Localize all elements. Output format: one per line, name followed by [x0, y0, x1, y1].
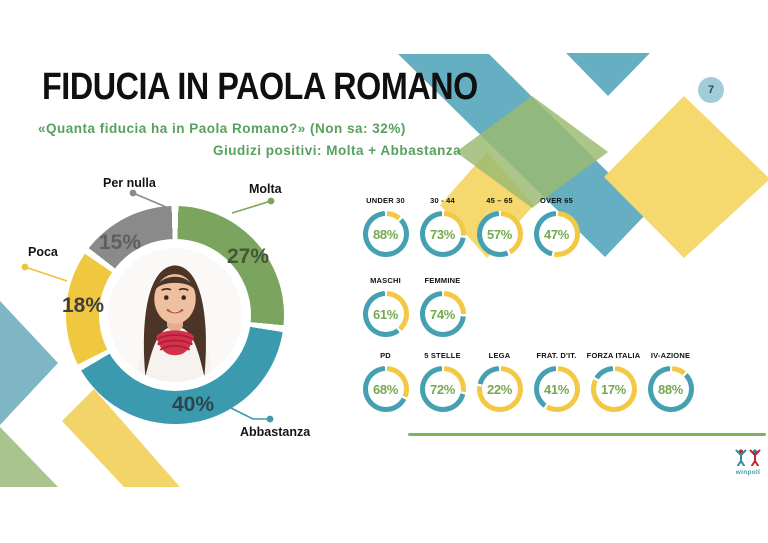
gauge-label: 30 - 44: [430, 196, 455, 205]
gauge-value: 88%: [657, 381, 684, 397]
gauge-5-stelle: 5 STELLE 72%: [414, 351, 471, 412]
gauge-over-65: OVER 65 47%: [528, 196, 585, 257]
donut-value-molta: 27%: [226, 245, 270, 268]
gauge-ring: 88%: [647, 366, 694, 412]
gauge-inner: [367, 371, 404, 407]
gauge-value: 74%: [429, 306, 456, 322]
gauge-label: FEMMINE: [424, 276, 461, 285]
decor-lightblue-chevron: [0, 301, 58, 425]
gauge-value: 22%: [486, 381, 513, 397]
gauge-label: 5 STELLE: [424, 351, 461, 360]
decor-yellow-diamond-big: [604, 96, 768, 258]
decor-green-triangle: [0, 427, 58, 487]
gauge-ring: 41%: [533, 366, 580, 412]
decor-yellow-band: [62, 389, 180, 487]
gauge-forza-italia: FORZA ITALIA 17%: [585, 351, 642, 412]
gauge-iv-azione: IV-AZIONE 88%: [642, 351, 699, 412]
gauge-value: 17%: [600, 381, 627, 397]
gauge-label: PD: [380, 351, 391, 360]
page-number-badge: 7: [698, 77, 724, 103]
gauge-lega: LEGA 22%: [471, 351, 528, 412]
gauge-ring: 22%: [476, 366, 523, 412]
gauge-inner: [595, 371, 632, 407]
gauge-label: UNDER 30: [366, 196, 405, 205]
gauge-row-eta: UNDER 30 88% 30 - 44 73% 45 – 65 57% OVER 65 47…: [357, 196, 585, 257]
gauge-inner: [652, 371, 689, 407]
gauge-inner: [424, 216, 461, 252]
gauge-45-65: 45 – 65 57%: [471, 196, 528, 257]
donut-value-abbastanza: 40%: [171, 393, 215, 416]
winpoll-logo: winpoll: [727, 449, 768, 476]
gauge-inner: [367, 296, 404, 332]
donut-chart: 27% 40% 18% 15%: [62, 206, 284, 424]
gauge-inner: [367, 216, 404, 252]
gauge-ring: 61%: [362, 291, 409, 337]
gauge-femmine: FEMMINE 74%: [414, 276, 471, 337]
gauge-label: FRAT. D'IT.: [536, 351, 577, 360]
donut-value-poca: 18%: [61, 294, 105, 317]
page-title: FIDUCIA IN PAOLA ROMANO: [42, 66, 478, 108]
gauge-inner: [424, 371, 461, 407]
gauge-ring: 88%: [362, 211, 409, 257]
gauge-maschi: MASCHI 61%: [357, 276, 414, 337]
gauge-value: 57%: [486, 226, 513, 242]
gauge-ring: 17%: [590, 366, 637, 412]
gauge-value: 61%: [372, 306, 399, 322]
gauge-ring: 68%: [362, 366, 409, 412]
callout-label-abbastanza: Abbastanza: [240, 425, 311, 439]
winpoll-logo-figures: [735, 449, 761, 467]
callout-label-poca: Poca: [28, 245, 58, 259]
gauge-inner: [424, 296, 461, 332]
gauge-ring: 47%: [533, 211, 580, 257]
gauge-row-partito: PD 68% 5 STELLE 72% LEGA 22% FRAT. D'IT. 41% FOR…: [357, 351, 699, 412]
donut-value-per-nulla: 15%: [98, 231, 142, 254]
callout-label-per-nulla: Per nulla: [103, 176, 156, 190]
gauge-inner: [538, 216, 575, 252]
gauge-label: IV-AZIONE: [650, 351, 691, 360]
subtitle-question: «Quanta fiducia ha in Paola Romano?» (No…: [38, 121, 406, 136]
gauge-row-genere: MASCHI 61% FEMMINE 74%: [357, 276, 471, 337]
gauge-ring: 57%: [476, 211, 523, 257]
gauge-label: LEGA: [488, 351, 511, 360]
callout-label-molta: Molta: [249, 182, 282, 196]
gauge-under-30: UNDER 30 88%: [357, 196, 414, 257]
gauge-label: 45 – 65: [486, 196, 513, 205]
subtitle-positive: Giudizi positivi: Molta + Abbastanza: [213, 143, 462, 158]
gauge-label: OVER 65: [539, 196, 574, 205]
footer-divider: [408, 433, 766, 436]
gauge-value: 72%: [429, 381, 456, 397]
gauge-value: 47%: [543, 226, 570, 242]
gauge-value: 68%: [372, 381, 399, 397]
gauge-value: 41%: [543, 381, 570, 397]
gauge-inner: [481, 216, 518, 252]
gauge-label: MASCHI: [370, 276, 401, 285]
decor-green-diamond: [456, 96, 608, 208]
gauge-pd: PD 68%: [357, 351, 414, 412]
paola-romano-photo: [108, 248, 242, 382]
gauge-ring: 74%: [419, 291, 466, 337]
gauge-inner: [538, 371, 575, 407]
gauge-label: FORZA ITALIA: [586, 351, 641, 360]
gauge-value: 73%: [429, 226, 456, 242]
gauge-ring: 72%: [419, 366, 466, 412]
gauge-inner: [481, 371, 518, 407]
gauge-frat-d-it-: FRAT. D'IT. 41%: [528, 351, 585, 412]
gauge-30-44: 30 - 44 73%: [414, 196, 471, 257]
winpoll-logo-text: winpoll: [735, 469, 761, 476]
gauge-value: 88%: [372, 226, 399, 242]
gauge-ring: 73%: [419, 211, 466, 257]
decor-teal-triangle: [566, 53, 650, 96]
